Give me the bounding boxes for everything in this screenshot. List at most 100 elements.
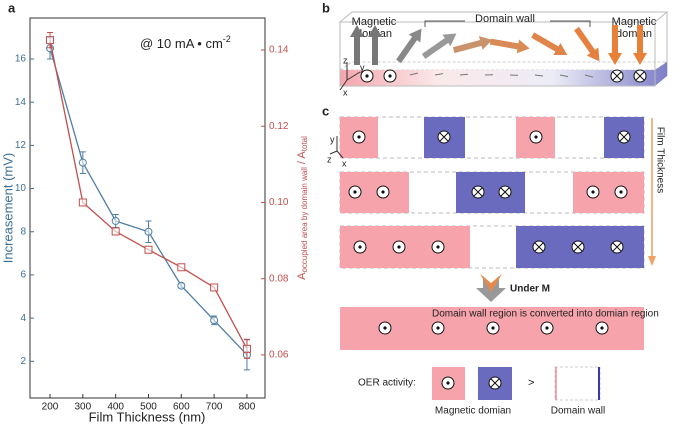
axis-label: x [342, 158, 347, 168]
under-label: Under M [510, 284, 550, 295]
y2-tick-label: 0.06 [269, 350, 289, 361]
small-arrow [559, 74, 569, 78]
spin-arrow [574, 26, 600, 62]
axis-label: z [343, 55, 348, 65]
spin-arrow [489, 38, 530, 54]
x-tick-label: 800 [239, 402, 256, 413]
moment-dot [619, 190, 623, 194]
marker [78, 158, 87, 167]
small-arrow [584, 74, 594, 78]
x-tick-label: 500 [140, 402, 157, 413]
wall-label: Domain wall [475, 13, 535, 25]
annotation: @ 10 mA • cm-2 [140, 34, 231, 51]
spin-arrow [633, 25, 647, 65]
magnet-chevron [480, 274, 502, 292]
y2-tick-label: 0.10 [269, 197, 289, 208]
small-arrow [434, 73, 444, 76]
moment-cross [619, 132, 629, 142]
panel-label: c [322, 103, 329, 118]
box-front [339, 21, 656, 87]
spin-arrow [421, 33, 457, 59]
box-mid [338, 61, 669, 71]
y2-tick-label: 0.12 [269, 121, 289, 132]
y-tick-label: 14 [15, 97, 27, 108]
marker [242, 344, 251, 353]
arrow-head [648, 256, 656, 266]
moment-dot [591, 190, 595, 194]
y-tick-label: 10 [15, 183, 27, 194]
x-tick-label: 600 [173, 402, 190, 413]
x-tick-label: 200 [42, 402, 59, 413]
converted-label: Domain wall region is converted into dom… [432, 309, 659, 320]
marker [111, 227, 120, 236]
moment-dot [383, 326, 387, 330]
marker [177, 281, 186, 290]
marker [144, 227, 153, 236]
moment-dot [397, 245, 401, 249]
moment-dot [357, 135, 361, 139]
marker [78, 198, 87, 207]
moment-dot [388, 74, 392, 78]
small-arrow [534, 74, 544, 77]
marker [144, 245, 153, 254]
y2-tick-label: 0.08 [269, 273, 289, 284]
spin-arrow [368, 25, 382, 65]
marker [111, 216, 120, 225]
strip [340, 62, 667, 86]
moment-cross [490, 378, 500, 388]
moment-cross [500, 187, 510, 197]
y2-tick-label: 0.14 [269, 45, 289, 56]
spin-arrow [452, 36, 493, 54]
spin-arrow [396, 28, 422, 64]
legend-wall [554, 366, 601, 401]
x-tick-label: 300 [74, 402, 91, 413]
oer-label: OER activity: [358, 378, 416, 389]
marker [210, 316, 219, 325]
axis-label: x [343, 87, 348, 97]
y-tick-label: 6 [20, 270, 26, 281]
wall-label: Domain wall [551, 406, 605, 417]
x-axis-label: Film Thickness (nm) [89, 409, 206, 424]
domain-up [573, 172, 644, 213]
moment-dot [534, 135, 538, 139]
moment-dot [358, 245, 362, 249]
y-tick-label: 16 [15, 54, 27, 65]
moment-dot [446, 381, 450, 385]
moment-dot [600, 326, 604, 330]
moment-cross [439, 132, 449, 142]
marker [46, 36, 55, 45]
moment-cross [473, 187, 483, 197]
y-axis-label: Increasement (mV) [0, 153, 15, 264]
spin-arrow [531, 32, 568, 56]
domain-down [456, 172, 525, 213]
diagram-c: c y z x Film Thickness Under M Domain wa… [322, 103, 665, 416]
y2-axis-label: Aoccupied area by domain wall / Atotal [296, 136, 309, 280]
y-tick-label: 2 [20, 356, 26, 367]
domain-label: Magnetic domian [435, 406, 511, 417]
x-tick-label: 400 [107, 402, 124, 413]
moment-cross [612, 242, 622, 252]
y-tick-label: 4 [20, 313, 26, 324]
axes [339, 62, 361, 91]
moment-dot [365, 74, 369, 78]
panel-label: b [322, 0, 330, 15]
y-tick-label: 12 [15, 140, 27, 151]
moment-dot [545, 326, 549, 330]
axis-label: y [330, 134, 335, 144]
small-arrow [409, 72, 419, 76]
marker [177, 263, 186, 272]
small-arrow [459, 73, 469, 76]
axis-label: y [360, 62, 365, 72]
y-tick-label: 8 [20, 226, 26, 237]
spin-arrow [350, 25, 364, 65]
axis-label: z [327, 154, 332, 164]
row-frame [339, 116, 645, 159]
moment-cross [534, 242, 544, 252]
series-line [49, 39, 248, 350]
moment-dot [436, 245, 440, 249]
moment-dot [353, 190, 357, 194]
marker [210, 283, 219, 292]
x-tick-label: 700 [206, 402, 223, 413]
